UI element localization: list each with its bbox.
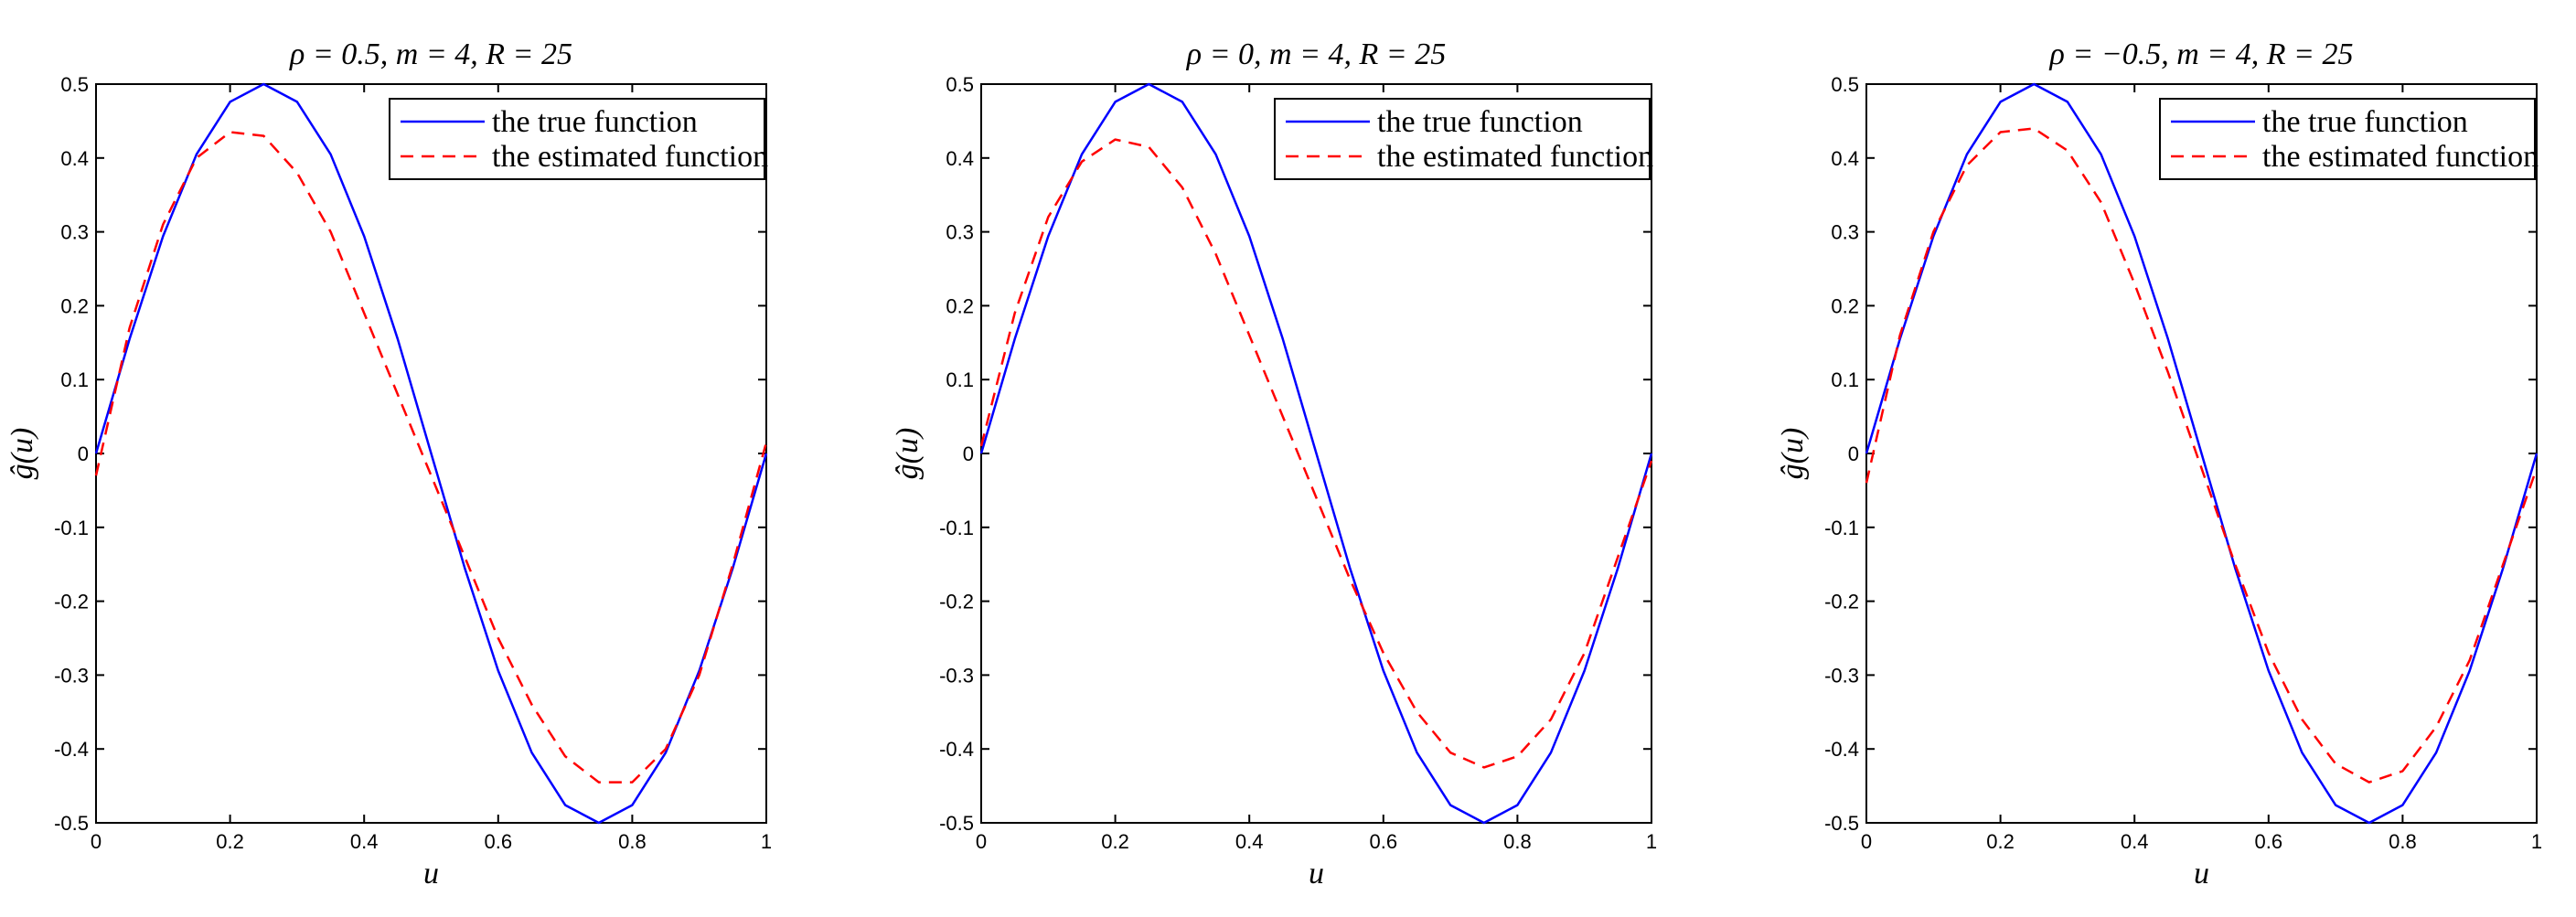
x-tick-label: 0 [91, 830, 102, 853]
y-tick-label: -0.2 [54, 591, 89, 613]
y-tick-label: -0.4 [939, 738, 974, 761]
y-tick-label: 0.2 [1831, 294, 1859, 317]
y-tick-label: 0.4 [946, 147, 974, 170]
y-tick-label: -0.2 [939, 591, 974, 613]
x-tick-label: 1 [761, 830, 772, 853]
x-tick-label: 0.2 [216, 830, 244, 853]
y-axis-label: ĝ(u) [1776, 428, 1810, 480]
x-axis-label: u [1309, 857, 1324, 890]
x-tick-label: 0.4 [1235, 830, 1264, 853]
chart-title: ρ = 0, m = 4, R = 25 [1186, 37, 1446, 71]
x-tick-label: 0.6 [2255, 830, 2283, 853]
x-tick-label: 0.4 [2121, 830, 2149, 853]
x-tick-label: 0.6 [485, 830, 513, 853]
y-tick-label: -0.5 [1824, 812, 1859, 835]
y-tick-label: 0.5 [946, 73, 974, 96]
y-tick-label: -0.2 [1824, 591, 1859, 613]
legend-label: the true function [492, 105, 698, 139]
x-axis-label: u [2194, 857, 2209, 890]
y-tick-label: 0.3 [1831, 221, 1859, 244]
y-tick-label: -0.4 [1824, 738, 1859, 761]
y-tick-label: 0.2 [946, 294, 974, 317]
y-tick-label: 0.1 [60, 368, 89, 391]
series-line-true [94, 82, 768, 825]
y-tick-label: 0 [78, 443, 89, 465]
series-line-estimated [979, 138, 1653, 769]
y-tick-label: -0.3 [1824, 664, 1859, 687]
x-tick-label: 1 [2531, 830, 2542, 853]
x-tick-label: 0.8 [2389, 830, 2417, 853]
legend-label: the true function [1377, 105, 1583, 139]
x-tick-label: 0.2 [1101, 830, 1129, 853]
y-tick-label: -0.4 [54, 738, 89, 761]
y-tick-label: -0.3 [54, 664, 89, 687]
chart-panel-1: 0 0.2 0.4 0.6 0.8 1 -0.5 -0.4 -0.3 -0.2 -0.1 0 0.1 0.… [5, 37, 772, 890]
y-tick-label: -0.5 [54, 812, 89, 835]
chart-panel-2: 0 0.2 0.4 0.6 0.8 1 -0.5 -0.4 -0.3 -0.2 -0.1 0 0.1 0.… [891, 37, 1657, 890]
y-tick-label: -0.3 [939, 664, 974, 687]
y-tick-label: 0.2 [60, 294, 89, 317]
y-tick-label: 0.3 [60, 221, 89, 244]
y-tick-label: 0.4 [60, 147, 89, 170]
y-tick-label: 0 [1848, 443, 1859, 465]
y-tick-label: 0.5 [1831, 73, 1859, 96]
series-line-true [979, 82, 1653, 825]
x-tick-label: 0.8 [618, 830, 647, 853]
legend-box [2159, 98, 2536, 180]
series-line-true [1865, 82, 2539, 825]
y-tick-label: 0 [963, 443, 974, 465]
legend-label: the estimated function [1377, 140, 1653, 174]
chart-title: ρ = −0.5, m = 4, R = 25 [2049, 37, 2354, 71]
legend-label: the true function [2262, 105, 2468, 139]
y-tick-label: -0.1 [939, 517, 974, 539]
y-tick-label: 0.1 [946, 368, 974, 391]
legend-box [389, 98, 765, 180]
y-tick-label: -0.5 [939, 812, 974, 835]
x-tick-label: 0.2 [1986, 830, 2015, 853]
legend-label: the estimated function [492, 140, 768, 174]
y-tick-label: 0.4 [1831, 147, 1859, 170]
chart-title: ρ = 0.5, m = 4, R = 25 [289, 37, 572, 71]
series-line-estimated [94, 131, 768, 784]
legend-box [1274, 98, 1651, 180]
x-tick-label: 0.8 [1503, 830, 1532, 853]
y-axis-label: ĝ(u) [5, 428, 39, 480]
x-tick-label: 0 [1861, 830, 1872, 853]
y-tick-label: 0.5 [60, 73, 89, 96]
y-tick-label: -0.1 [1824, 517, 1859, 539]
y-tick-label: 0.3 [946, 221, 974, 244]
series-line-estimated [1865, 127, 2539, 784]
x-tick-label: 1 [1646, 830, 1657, 853]
x-tick-label: 0 [976, 830, 987, 853]
y-tick-label: -0.1 [54, 517, 89, 539]
y-axis-label: ĝ(u) [891, 428, 925, 480]
legend-label: the estimated function [2262, 140, 2539, 174]
x-axis-label: u [423, 857, 439, 890]
chart-panel-3: 0 0.2 0.4 0.6 0.8 1 -0.5 -0.4 -0.3 -0.2 -0.1 0 0.1 0.… [1776, 37, 2542, 890]
x-tick-label: 0.4 [350, 830, 379, 853]
y-tick-label: 0.1 [1831, 368, 1859, 391]
x-tick-label: 0.6 [1370, 830, 1398, 853]
